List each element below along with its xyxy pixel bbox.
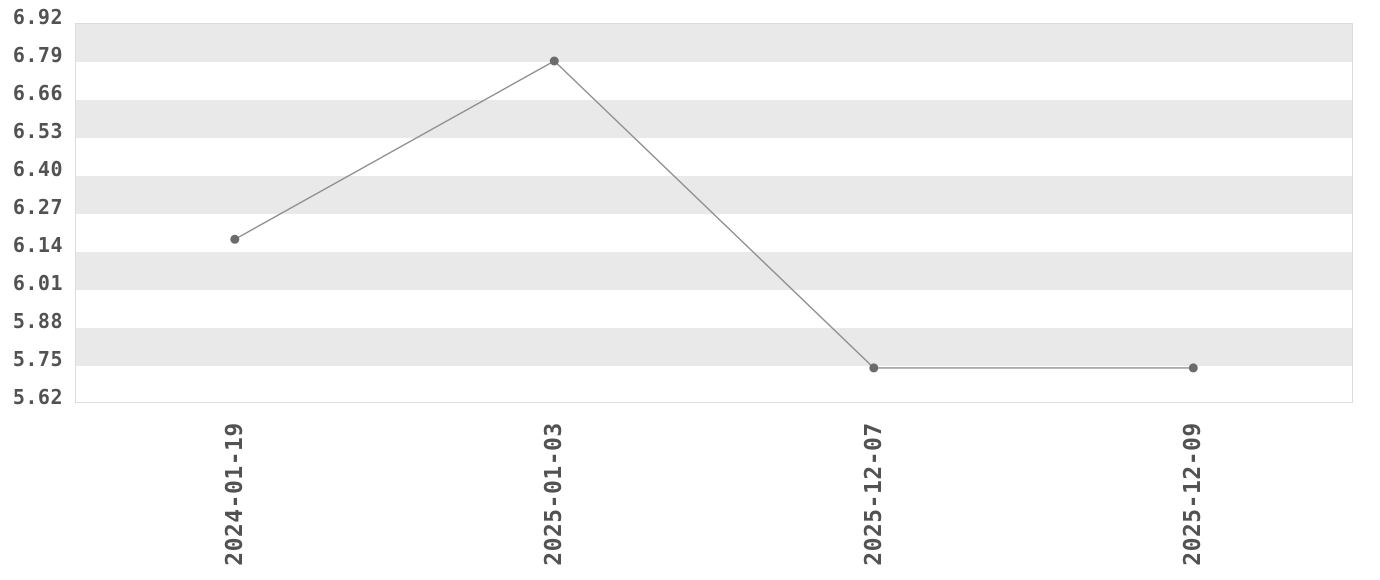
x-tick-label: 2025-12-09 (1180, 422, 1207, 566)
y-tick-label: 5.75 (12, 347, 63, 371)
y-tick-label: 6.14 (12, 233, 63, 257)
x-tick-label: 2024-01-19 (221, 422, 248, 566)
y-tick-label: 6.66 (12, 81, 63, 105)
y-tick-label: 6.92 (12, 5, 63, 29)
x-tick-label: 2025-01-03 (541, 422, 568, 566)
y-tick-label: 6.40 (12, 157, 63, 181)
y-tick-label: 6.01 (12, 271, 63, 295)
y-tick-label: 6.79 (12, 43, 63, 67)
y-tick-label: 5.88 (12, 309, 63, 333)
plot-area (75, 23, 1353, 403)
x-tick-label: 2025-12-07 (860, 422, 887, 566)
y-tick-label: 6.27 (12, 195, 63, 219)
y-tick-label: 5.62 (12, 385, 63, 409)
y-tick-label: 6.53 (12, 119, 63, 143)
